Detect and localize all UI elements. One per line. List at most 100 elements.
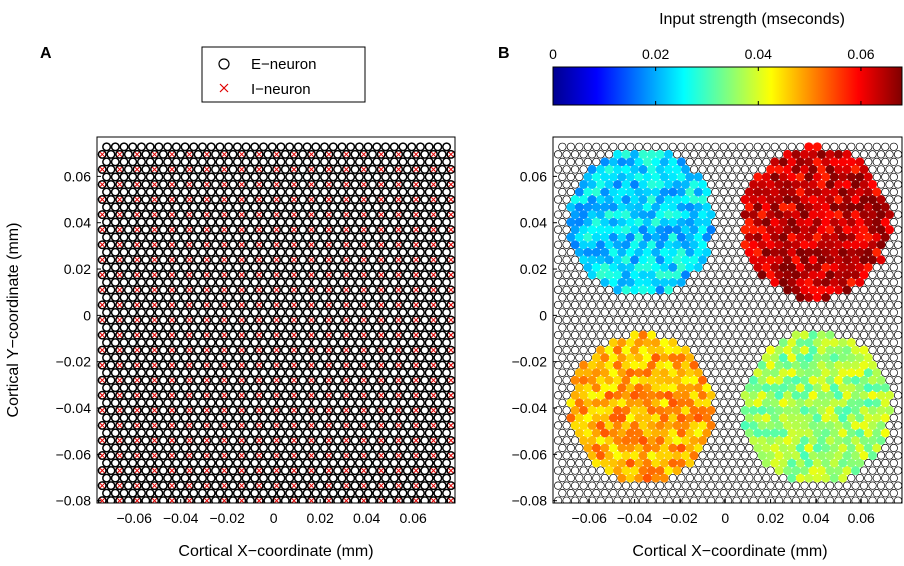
- e-neuron-marker: [306, 450, 316, 461]
- e-neuron-marker: [245, 179, 255, 190]
- e-neuron-marker: [311, 292, 321, 302]
- stimulated-neuron: [621, 149, 631, 159]
- e-neuron-marker: [367, 285, 377, 295]
- i-neuron-marker: [117, 196, 123, 203]
- e-neuron-marker: [298, 285, 308, 295]
- i-neuron-marker: [204, 317, 210, 323]
- e-neuron-marker: [385, 300, 395, 310]
- e-neuron-marker: [437, 330, 447, 340]
- stimulated-neuron: [579, 225, 589, 235]
- stimulated-neuron: [702, 413, 712, 423]
- neuron-marker: [745, 338, 754, 347]
- i-neuron-marker: [99, 407, 105, 413]
- i-neuron-marker: [134, 407, 140, 413]
- e-neuron-marker: [206, 277, 216, 287]
- i-neuron-marker: [343, 257, 349, 263]
- e-neuron-marker: [202, 390, 212, 400]
- e-neuron-marker: [442, 353, 452, 363]
- e-neuron-marker: [311, 473, 321, 483]
- neuron-marker: [885, 150, 894, 159]
- stimulated-neuron: [604, 450, 614, 461]
- stimulated-neuron: [778, 428, 788, 438]
- e-neuron-marker: [136, 217, 146, 227]
- stimulated-neuron: [863, 353, 873, 363]
- neuron-marker: [889, 473, 898, 483]
- e-neuron-marker: [115, 315, 125, 325]
- e-neuron-marker: [211, 481, 221, 491]
- stimulated-neuron: [787, 172, 797, 182]
- e-neuron-marker: [106, 481, 116, 491]
- neuron-marker: [740, 330, 750, 340]
- e-neuron-marker: [298, 345, 308, 355]
- neuron-marker: [719, 293, 728, 302]
- stimulated-neuron: [617, 338, 627, 348]
- neuron-marker: [562, 315, 571, 325]
- e-neuron-marker: [224, 172, 234, 182]
- stimulated-neuron: [625, 172, 635, 182]
- e-neuron-marker: [272, 375, 282, 385]
- e-neuron-marker: [193, 300, 203, 310]
- e-neuron-marker: [154, 292, 164, 302]
- i-neuron-marker: [169, 211, 175, 218]
- i-neuron-marker: [291, 332, 297, 338]
- stimulated-neuron: [855, 157, 865, 167]
- stimulated-neuron: [834, 345, 844, 355]
- e-neuron-marker: [354, 292, 364, 302]
- neuron-marker: [868, 481, 877, 490]
- stimulated-neuron: [642, 473, 652, 483]
- stimulated-neuron: [770, 353, 780, 363]
- stimulated-neuron: [655, 360, 665, 370]
- neuron-marker: [893, 421, 902, 430]
- e-neuron-marker: [320, 217, 330, 227]
- stimulated-neuron: [859, 195, 869, 205]
- e-neuron-marker: [320, 488, 330, 498]
- i-neuron-marker: [273, 332, 280, 338]
- e-neuron-marker: [215, 368, 225, 378]
- stimulated-neuron: [804, 292, 814, 302]
- neuron-marker: [677, 293, 686, 302]
- neuron-marker: [566, 142, 575, 151]
- neuron-marker: [596, 466, 605, 475]
- e-neuron-marker: [119, 277, 129, 287]
- stimulated-neuron: [804, 157, 814, 167]
- e-neuron-marker: [350, 466, 360, 476]
- e-neuron-marker: [272, 420, 282, 430]
- stimulated-neuron: [804, 413, 814, 423]
- e-neuron-marker: [245, 164, 255, 174]
- neuron-marker: [570, 180, 580, 189]
- e-neuron-marker: [306, 345, 316, 355]
- e-neuron-marker: [428, 255, 439, 265]
- e-neuron-marker: [132, 270, 142, 280]
- e-neuron-marker: [180, 413, 190, 423]
- i-neuron-marker: [117, 347, 123, 353]
- neuron-marker: [881, 473, 890, 483]
- stimulated-neuron: [591, 353, 601, 363]
- e-neuron-marker: [206, 307, 216, 317]
- i-neuron-marker: [221, 482, 227, 489]
- e-neuron-marker: [102, 368, 112, 378]
- stimulated-neuron: [621, 450, 631, 461]
- e-neuron-marker: [163, 277, 173, 287]
- stimulated-neuron: [846, 413, 856, 423]
- stimulated-neuron: [668, 277, 678, 287]
- e-neuron-marker: [402, 285, 412, 295]
- e-neuron-marker: [311, 172, 321, 182]
- neuron-marker: [668, 473, 677, 483]
- stimulated-neuron: [634, 187, 644, 197]
- i-neuron-marker: [256, 422, 262, 429]
- neuron-marker: [558, 278, 567, 287]
- neuron-marker: [893, 225, 902, 234]
- e-neuron-marker: [381, 277, 391, 287]
- e-neuron-marker: [215, 473, 225, 483]
- i-neuron-marker: [273, 287, 280, 293]
- stimulated-neuron: [863, 172, 873, 182]
- neuron-marker: [749, 481, 758, 490]
- i-neuron-marker: [308, 332, 315, 338]
- e-neuron-marker: [402, 330, 412, 340]
- neuron-marker: [732, 165, 741, 174]
- neuron-marker: [613, 330, 622, 340]
- e-neuron-marker: [202, 300, 212, 310]
- e-neuron-marker: [324, 225, 334, 235]
- stimulated-neuron: [804, 383, 814, 393]
- e-neuron-marker: [359, 450, 369, 461]
